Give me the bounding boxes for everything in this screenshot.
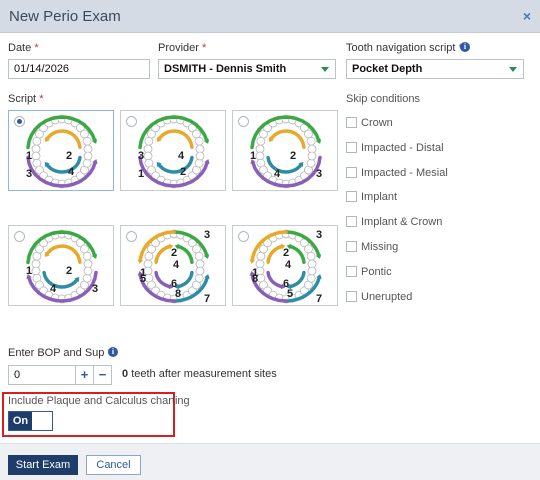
tooth-chart-diagram: 3 4 1 2 (138, 114, 210, 189)
tooth-chart-diagram: 1 24 3 (250, 114, 322, 189)
quadrant-number: 1 (250, 150, 256, 162)
tooth-chart-diagram: 1 2 3 4 8 6 7 5 (249, 229, 322, 305)
dialog-titlebar: New Perio Exam × (0, 0, 540, 33)
quadrant-number: 2 (180, 166, 186, 178)
increment-button[interactable]: + (75, 365, 94, 385)
skip-condition-label: Pontic (361, 265, 392, 278)
checkbox[interactable] (346, 241, 357, 252)
bop-label: Enter BOP and Sup * (8, 347, 112, 359)
script-radio[interactable] (126, 116, 137, 127)
quadrant-number: 3 (138, 150, 144, 162)
script-option-1[interactable]: 1 2 3 4 (8, 110, 114, 191)
script-radio[interactable] (14, 231, 25, 242)
chevron-down-icon (509, 67, 517, 72)
quadrant-number: 2 (283, 247, 289, 259)
info-icon[interactable]: i (460, 42, 470, 52)
dialog-title: New Perio Exam (9, 8, 121, 25)
provider-label: Provider * (158, 42, 207, 54)
dialog-footer: Start Exam Cancel (0, 443, 540, 480)
quadrant-number: 3 (26, 168, 32, 180)
skip-condition-label: Implant & Crown (361, 216, 443, 229)
skip-condition-label: Crown (361, 117, 393, 129)
quadrant-number: 4 (178, 150, 185, 162)
quadrant-number: 1 (140, 267, 146, 279)
quadrant-number: 4 (50, 283, 57, 295)
decrement-button[interactable]: − (93, 365, 112, 385)
script-radio[interactable] (126, 231, 137, 242)
checkbox[interactable] (346, 117, 357, 128)
script-option-6[interactable]: 1 2 3 4 8 6 7 5 (232, 225, 338, 306)
tooth-chart-diagram: 1 2 3 4 5 6 7 8 (137, 229, 210, 305)
script-radio[interactable] (238, 231, 249, 242)
start-exam-button[interactable]: Start Exam (8, 455, 78, 475)
quadrant-number: 3 (92, 283, 98, 295)
quadrant-number: 5 (140, 273, 146, 285)
quadrant-number: 6 (171, 278, 177, 290)
quadrant-number: 1 (26, 150, 32, 162)
quadrant-number: 1 (138, 168, 144, 180)
quadrant-number: 3 (316, 168, 322, 180)
quadrant-number: 6 (283, 278, 289, 290)
script-radio[interactable] (238, 116, 249, 127)
tooth-chart-diagram: 1 2 3 4 (26, 114, 98, 189)
date-label: Date * (8, 42, 39, 54)
checkbox[interactable] (346, 191, 357, 203)
quadrant-number: 5 (287, 288, 293, 300)
bop-count: 0 teeth after measurement sites (122, 368, 277, 380)
quadrant-number: 2 (171, 247, 177, 259)
checkbox[interactable] (346, 216, 357, 228)
cancel-button[interactable]: Cancel (86, 455, 141, 475)
date-field[interactable]: 01/14/2026 (8, 59, 150, 79)
quadrant-number: 3 (316, 229, 322, 241)
script-option-2[interactable]: 3 4 1 2 (120, 110, 226, 191)
quadrant-number: 2 (66, 150, 72, 162)
quadrant-number: 4 (68, 166, 75, 178)
navigation-label: Tooth navigation script * (346, 42, 463, 54)
quadrant-number: 4 (173, 259, 180, 271)
provider-select[interactable]: DSMITH - Dennis Smith (158, 59, 336, 79)
quadrant-number: 8 (252, 273, 258, 285)
quadrant-number: 7 (204, 293, 210, 305)
bop-input[interactable]: 0 (8, 365, 76, 385)
chevron-down-icon (321, 67, 329, 72)
plaque-label: Include Plaque and Calculus charting (8, 395, 190, 407)
script-option-5[interactable]: 1 2 3 4 5 6 7 8 (120, 225, 226, 306)
script-radio[interactable] (14, 116, 25, 127)
quadrant-number: 4 (285, 259, 292, 271)
quadrant-number: 1 (26, 265, 32, 277)
plaque-toggle[interactable]: On (8, 411, 53, 431)
skip-condition-label: Unerupted (361, 290, 413, 303)
quadrant-number: 7 (316, 293, 322, 305)
checkbox[interactable] (346, 141, 357, 153)
skip-condition-label: Impacted - Distal (361, 141, 444, 154)
checkbox[interactable] (346, 290, 357, 302)
highlight-box (2, 392, 175, 437)
quadrant-number: 8 (175, 288, 181, 300)
quadrant-number: 3 (204, 229, 210, 241)
quadrant-number: 2 (290, 150, 296, 162)
script-label: Script * (8, 93, 44, 105)
toggle-on-label: On (9, 412, 32, 430)
skip-condition-label: Impacted - Mesial (361, 166, 448, 179)
close-icon[interactable]: × (522, 8, 531, 24)
quadrant-number: 1 (252, 267, 258, 279)
skip-condition-label: Missing (361, 241, 399, 253)
navigation-select[interactable]: Pocket Depth (346, 59, 524, 79)
quadrant-number: 4 (274, 168, 281, 180)
skip-condition-label: Implant (361, 191, 398, 204)
skip-conditions-label: Skip conditions (346, 93, 420, 105)
checkbox[interactable] (346, 166, 357, 178)
info-icon[interactable]: i (108, 347, 118, 357)
tooth-chart-diagram: 1 24 3 (26, 229, 98, 304)
quadrant-number: 2 (66, 265, 72, 277)
checkbox[interactable] (346, 265, 357, 277)
